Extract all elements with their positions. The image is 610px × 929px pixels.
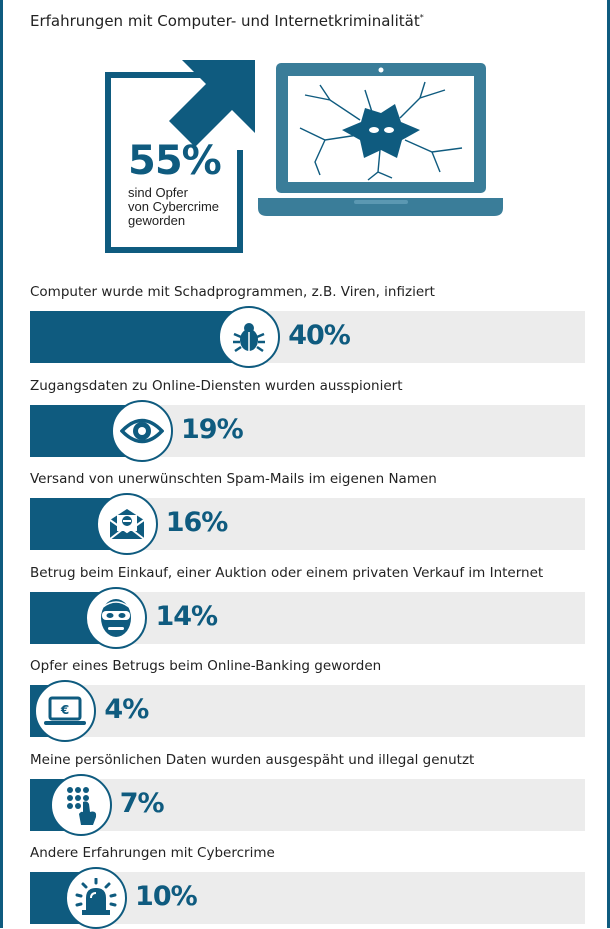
bar-track: €4%	[30, 680, 585, 742]
bar-category-label: Betrug beim Einkauf, einer Auktion oder …	[30, 565, 544, 581]
frame-left-border	[0, 0, 3, 928]
hero-illustration	[105, 60, 503, 253]
bar-category-label: Versand von unerwünschten Spam-Mails im …	[30, 471, 437, 487]
laptop-euro-icon: €	[34, 680, 97, 742]
bar-value-label: 40%	[288, 320, 351, 351]
bar-value-label: 10%	[135, 881, 198, 912]
bar-track: 14%	[30, 587, 585, 649]
masked-thief-icon	[85, 587, 148, 649]
hacked-laptop-icon	[258, 63, 503, 216]
bar-category-label: Computer wurde mit Schadprogrammen, z.B.…	[30, 284, 435, 300]
bar-category-label: Andere Erfahrungen mit Cybercrime	[30, 845, 275, 861]
hero-description: sind Opfer von Cybercrime geworden	[128, 186, 238, 228]
bar-value-label: 4%	[104, 694, 149, 725]
bar-category-label: Meine persönlichen Daten wurden ausgespä…	[30, 752, 475, 768]
bar-track: 10%	[30, 867, 585, 929]
bar-track: 19%	[30, 400, 585, 462]
bug-icon	[218, 306, 281, 368]
bar-value-label: 7%	[119, 788, 165, 819]
growth-arrow-icon	[105, 60, 255, 253]
svg-text:€: €	[60, 703, 69, 717]
chart-title: Erfahrungen mit Computer- und Internetkr…	[30, 12, 424, 30]
hero-text-line: sind Opfer	[128, 185, 188, 200]
hero-text-line: von Cybercrime	[128, 199, 220, 214]
bar	[30, 405, 127, 457]
bar	[30, 311, 235, 363]
bar-track: 16%	[30, 493, 585, 555]
hero-text-line: geworden	[128, 213, 186, 228]
hero-percentage: 55%	[128, 138, 222, 184]
bar-category-label: Opfer eines Betrugs beim Online-Banking …	[30, 658, 382, 674]
title-footnote-mark: *	[419, 13, 424, 22]
bar-value-label: 16%	[165, 507, 229, 538]
frame-right-border	[607, 0, 610, 928]
spam-mail-icon	[95, 493, 158, 555]
bar-value-label: 14%	[155, 601, 218, 632]
bar-track: 7%	[30, 774, 585, 836]
alarm-siren-icon	[65, 867, 128, 929]
eye-icon	[111, 400, 173, 462]
bar-track: 40%	[30, 306, 585, 368]
bar-value-label: 19%	[181, 414, 244, 445]
chart-title-text: Erfahrungen mit Computer- und Internetkr…	[30, 12, 420, 30]
fingerprint-keypad-icon	[49, 774, 112, 836]
bar-category-label: Zugangsdaten zu Online-Diensten wurden a…	[30, 378, 403, 394]
